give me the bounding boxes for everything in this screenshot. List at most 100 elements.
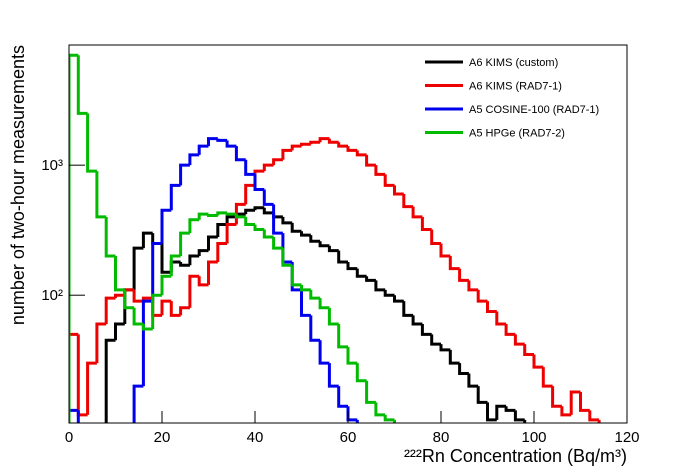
histogram-bin: [504, 406, 516, 412]
histogram-bin: [104, 338, 116, 423]
histogram-bin: [318, 241, 330, 248]
histogram-bin: [383, 414, 395, 422]
histogram-bin: [132, 289, 144, 303]
histogram-bin: [207, 214, 218, 218]
histogram-bin: [207, 137, 218, 147]
histogram-bin: [374, 280, 386, 292]
histogram-bin: [337, 142, 348, 148]
y-tick-label: 10³: [41, 157, 63, 174]
histogram-bin: [262, 189, 274, 206]
histogram-bin: [281, 248, 293, 267]
histogram-bin: [86, 113, 97, 173]
histogram-bin: [560, 406, 572, 417]
histogram-bin: [365, 154, 376, 167]
histogram-bin: [355, 150, 367, 157]
histogram-bin: [430, 229, 441, 245]
histogram-bin: [253, 224, 265, 232]
histogram-bin: [448, 349, 460, 365]
histogram-bin: [281, 216, 293, 225]
histogram-bin: [69, 53, 79, 423]
histogram-bin: [95, 322, 107, 364]
x-tick-label: 120: [614, 429, 639, 446]
legend-label: A6 KIMS (custom): [469, 57, 558, 69]
histogram-bin: [160, 208, 172, 244]
histogram-bin: [244, 159, 255, 176]
histogram-bin: [132, 384, 144, 423]
histogram-bin: [197, 212, 209, 220]
histogram-bin: [523, 344, 534, 356]
histogram-bin: [160, 299, 172, 316]
histogram-bin: [216, 211, 228, 216]
histogram-bin: [495, 404, 507, 420]
histogram-bin: [513, 410, 525, 422]
histogram-bin: [365, 276, 376, 282]
histogram-bin: [179, 306, 190, 316]
histogram-bin: [300, 142, 311, 147]
x-axis-label: ²²²Rn Concentration (Bq/m³): [404, 446, 627, 466]
histogram-bin: [179, 163, 190, 186]
histogram-bin: [244, 216, 255, 226]
histogram-bin: [114, 322, 125, 341]
histogram-bin: [151, 241, 162, 302]
histogram-bin: [504, 324, 516, 336]
histogram-bin: [346, 262, 358, 271]
histogram-bin: [141, 299, 153, 387]
histogram-bin: [188, 254, 200, 266]
histogram-bin: [272, 237, 283, 250]
y-tick-label: 10²: [41, 287, 63, 304]
histogram-bin: [141, 324, 153, 331]
histogram-bin: [309, 140, 321, 145]
histogram-bin: [234, 214, 246, 219]
histogram-bin: [337, 386, 348, 408]
histogram-bin: [207, 235, 218, 251]
histogram-bin: [225, 140, 237, 148]
legend-label: A5 HPGe (RAD7-2): [469, 128, 565, 140]
histogram-bin: [104, 216, 116, 258]
histogram-bin: [300, 284, 311, 292]
histogram-bin: [467, 373, 479, 388]
histogram-bin: [160, 243, 172, 274]
histogram-bin: [76, 55, 88, 115]
legend-label: A5 COSINE-100 (RAD7-1): [469, 104, 599, 116]
histogram-bin: [541, 367, 553, 388]
histogram-bin: [383, 174, 395, 187]
histogram-bin: [188, 218, 200, 234]
histogram-bin: [411, 206, 423, 219]
histogram-bin: [318, 340, 330, 365]
histogram-bin: [551, 386, 562, 408]
histogram-bin: [327, 363, 339, 388]
histogram-bin: [327, 245, 339, 253]
histogram-bin: [244, 208, 255, 215]
histogram-bin: [262, 163, 274, 172]
histogram-bin: [225, 222, 237, 244]
histogram-bin: [458, 268, 469, 282]
histogram-bin: [207, 260, 218, 285]
histogram-bin: [337, 324, 348, 349]
histogram-bin: [467, 280, 479, 292]
histogram-bin: [383, 289, 395, 297]
histogram-bin: [272, 204, 283, 235]
histogram-bin: [104, 296, 116, 325]
histogram-bin: [439, 243, 451, 258]
histogram-bin: [169, 254, 181, 277]
histogram-bin: [281, 148, 293, 160]
legend-label: A6 KIMS (RAD7-1): [469, 81, 562, 93]
histogram-bin: [486, 301, 497, 313]
histogram-bin: [513, 334, 525, 346]
histogram-bin: [197, 249, 209, 257]
histogram-bin: [476, 386, 488, 404]
histogram-bin: [374, 402, 386, 417]
x-tick-label: 0: [65, 429, 73, 446]
histogram-bin: [225, 212, 237, 216]
histogram-bin: [95, 171, 107, 219]
histogram-bin: [309, 235, 321, 243]
histogram-bin: [569, 390, 581, 415]
histogram-bin: [160, 274, 172, 296]
histogram-bin: [272, 158, 283, 166]
histogram-bin: [262, 229, 274, 239]
histogram-bin: [290, 222, 302, 233]
histogram-bin: [430, 334, 441, 346]
histogram-bin: [69, 408, 79, 423]
histogram-bin: [309, 315, 321, 342]
